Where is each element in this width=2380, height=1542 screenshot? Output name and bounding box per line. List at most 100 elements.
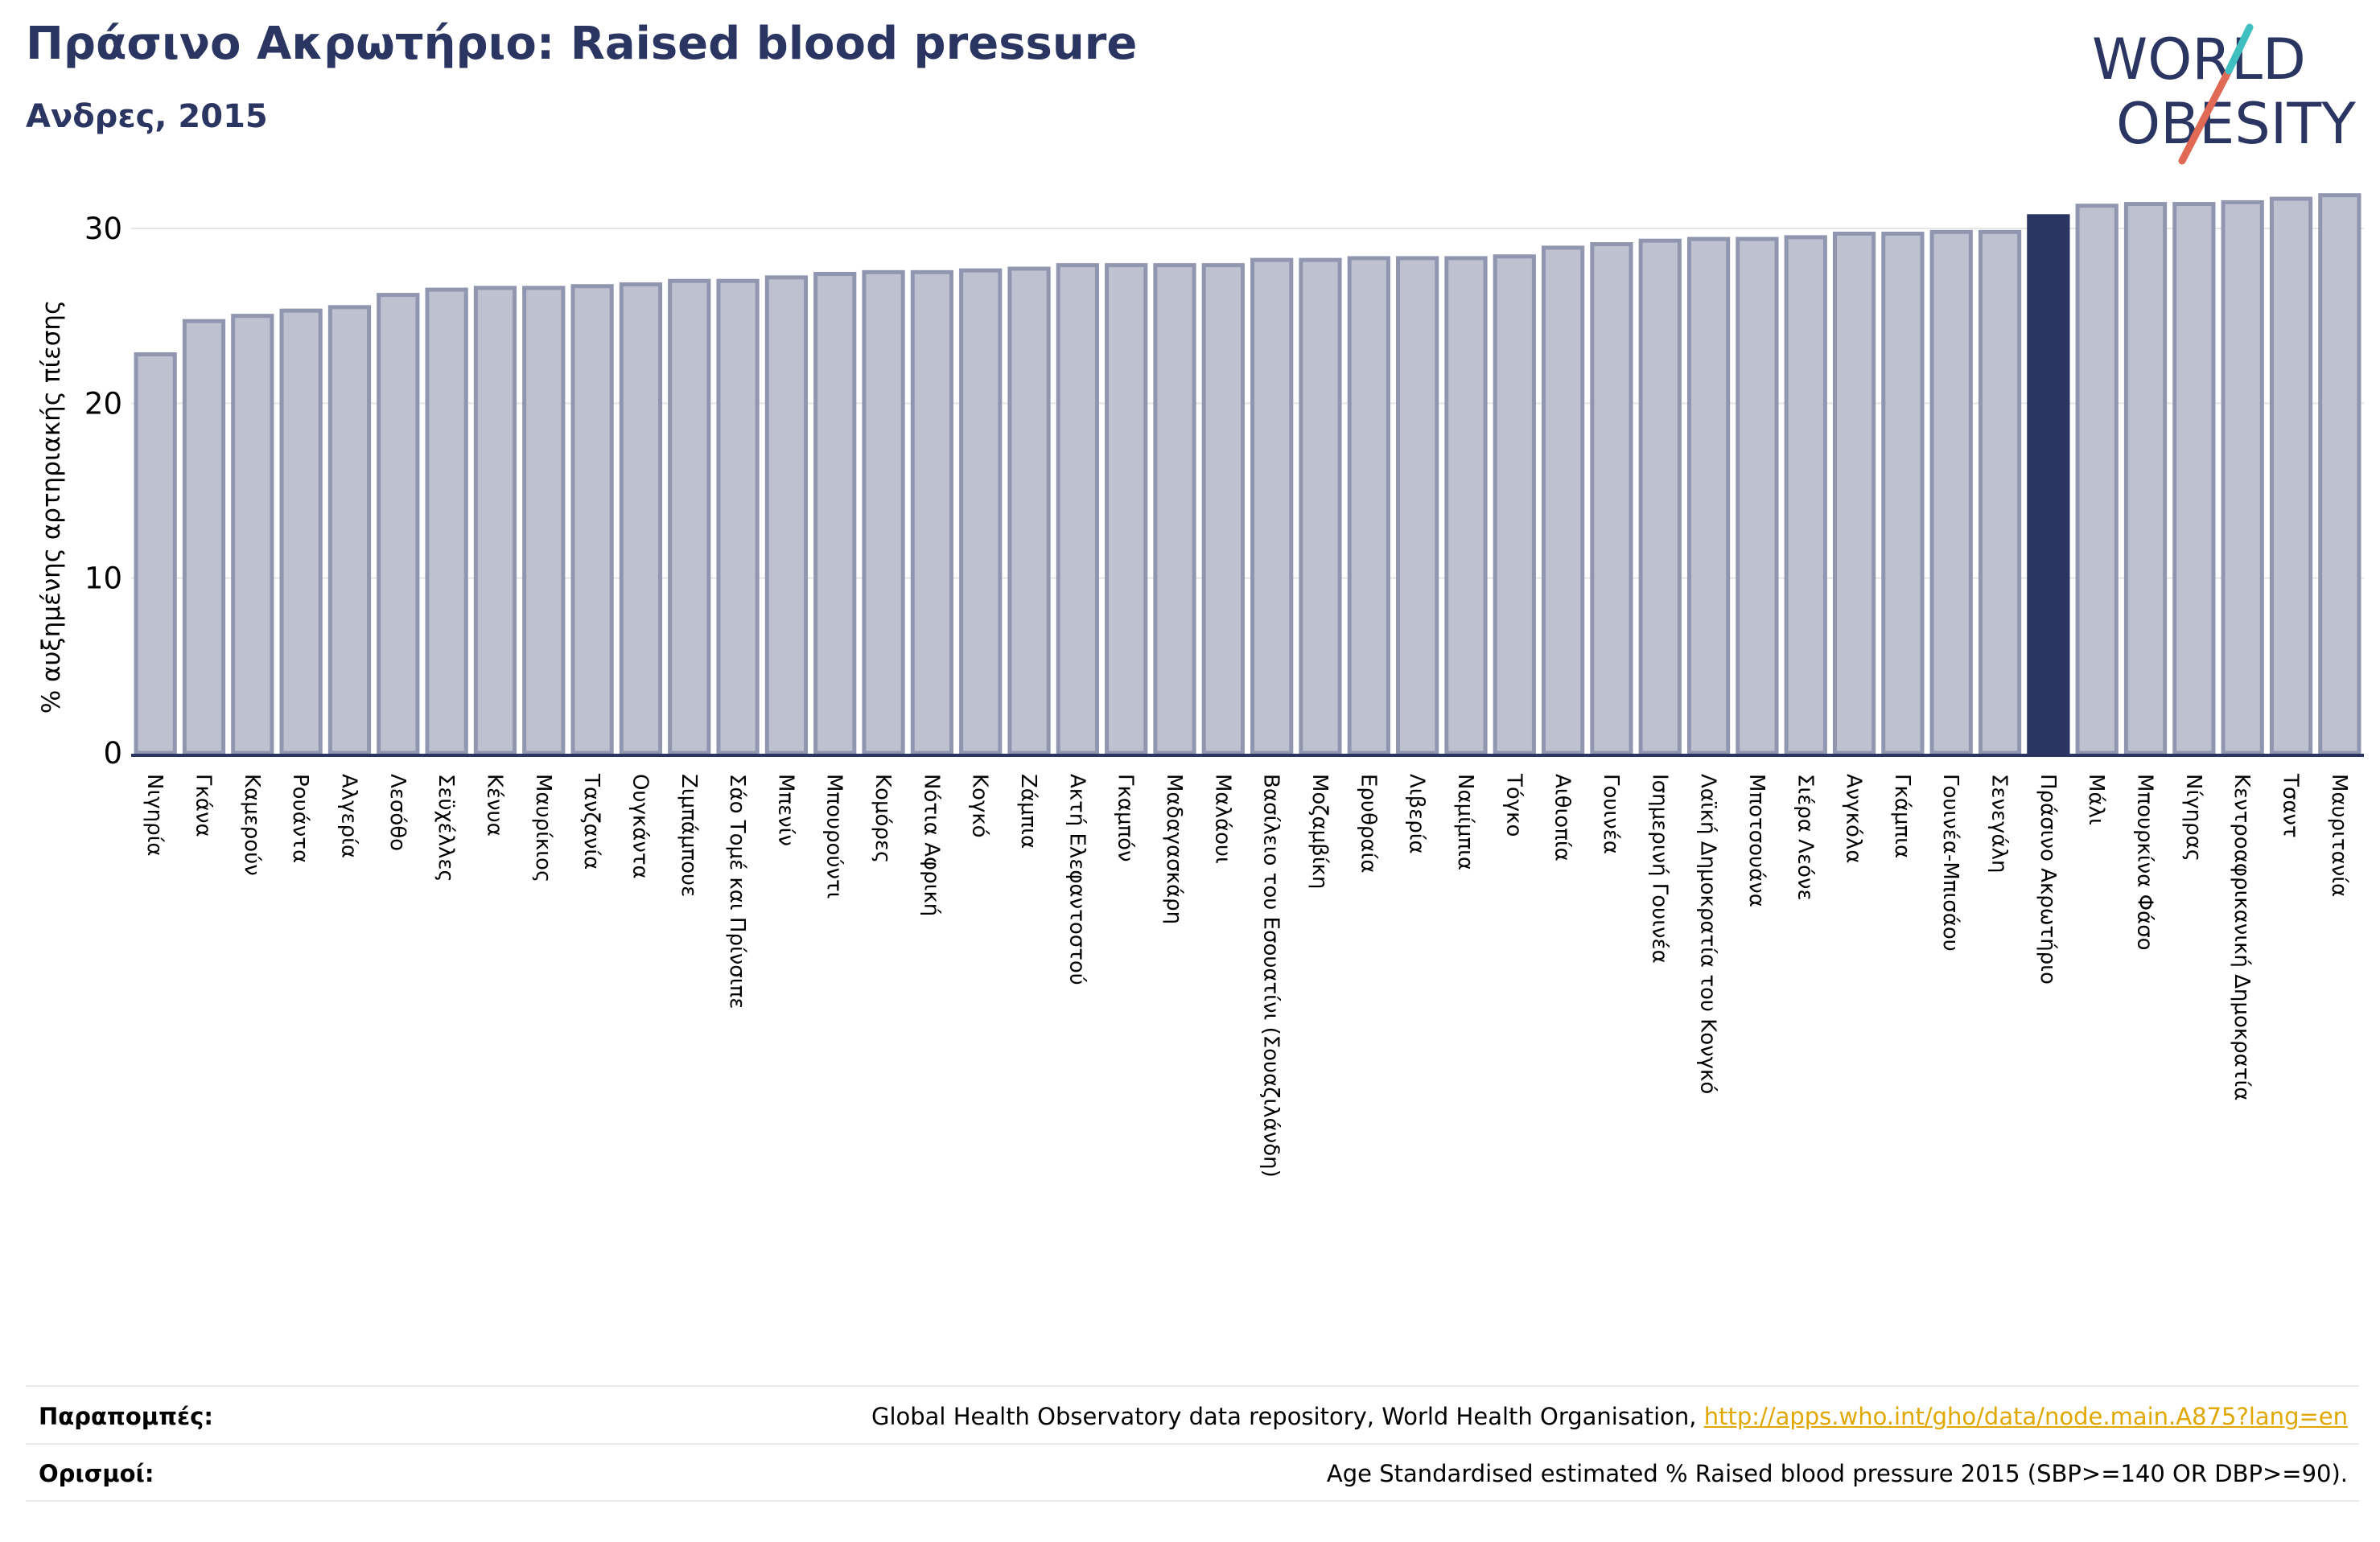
bar [1250,257,1294,755]
x-tick-label: Ναμίμπια [1453,774,1477,870]
y-tick-label: 10 [84,561,122,596]
x-tick-label: Βασίλειο του Εσουατίνι (Σουαζιλάνδη) [1259,774,1283,1178]
x-tick-label: Κογκό [968,774,992,838]
logo-slash-teal [2225,23,2254,75]
bar [1541,245,1585,755]
bar [1784,235,1827,755]
bar [1347,256,1390,755]
x-tick-label: Ισημερινή Γουινέα [1647,774,1671,964]
chart-title: Πράσινο Ακρωτήριο: Raised blood pressure [26,18,1138,70]
bar [1832,232,1876,755]
x-tick-label: Ζιμπάμπουε [677,774,701,897]
x-tick-label: Μαυριτανία [2327,774,2351,897]
x-tick-label: Μαλάουι [1210,774,1234,864]
x-tick-label: Ζάμπια [1016,774,1040,849]
bar [862,269,905,755]
bar [910,269,954,755]
x-tick-label: Κένυα [482,774,506,837]
bar [1056,263,1099,755]
bar [1444,256,1488,755]
references-text: Global Health Observatory data repositor… [871,1403,2348,1430]
bar [1929,229,1973,755]
x-tick-label: Σάο Τομέ και Πρίνσιπε [725,774,749,1009]
x-tick-label: Λαϊκή Δημοκρατία του Κονγκό [1696,774,1720,1094]
bar [1396,256,1439,755]
x-tick-label: Γουινέα [1599,774,1623,854]
bar [813,272,857,755]
bar [570,284,614,755]
bar [279,308,323,755]
y-tick-label: 20 [84,386,122,421]
definitions-text: Age Standardised estimated % Raised bloo… [1326,1460,2348,1487]
bar [2172,202,2216,755]
x-tick-label: Τανζανία [579,773,603,870]
bar [425,287,468,755]
x-tick-label: Κομόρες [871,774,895,863]
x-tick-label: Νίγηρας [2181,774,2205,861]
x-tick-label: Ανγκόλα [1842,774,1866,863]
bar-chart: 0 10 20 30 % αυξημένης αρτηριακής πίεσης Νιγη… [37,193,2364,1178]
bar [2123,202,2168,755]
x-tick-label: Γκάμπια [1890,774,1914,858]
bar [182,319,226,755]
bar [377,293,420,755]
bar [1638,238,1682,755]
x-tick-label: Ερυθραία [1356,774,1380,873]
bar [2221,199,2264,755]
bar [1201,263,1245,755]
logo-line2: OBESITY [2116,91,2356,157]
x-tick-label: Μπουρκίνα Φάσο [2133,774,2157,951]
x-tick-label: Μαυρίκιος [531,774,555,882]
bar [619,282,663,755]
x-tick-label: Γουινέα-Μπισάου [1938,774,1962,952]
y-tick-label: 0 [103,736,122,771]
y-axis-label: % αυξημένης αρτηριακής πίεσης [37,300,66,714]
footer-divider-top [26,1385,2359,1387]
bar [134,352,177,755]
x-tick-label: Ρουάντα [288,774,312,863]
world-obesity-logo[interactable]: WORLD OBESITY [2092,23,2366,167]
bar [764,275,809,755]
bar [1299,257,1342,755]
y-tick-label: 30 [84,212,122,246]
x-tick-label: Γκαμπόν [1114,774,1138,862]
bar [1978,229,2022,755]
bar [473,286,517,755]
x-tick-label: Ακτή Ελεφαντοστού [1064,774,1089,985]
x-tick-label: Καμερούν [240,774,264,876]
logo-slash-red [2178,67,2233,165]
x-tick-label: Μοζαμβίκη [1307,774,1332,889]
bar [2075,204,2119,755]
bar [2269,196,2313,755]
bar-highlighted [2027,214,2070,755]
footer-divider-mid [26,1443,2359,1445]
bar [1493,254,1536,755]
chart-subtitle: Ανδρες, 2015 [26,98,268,135]
x-tick-label: Νότια Αφρική [919,774,943,916]
bar [1007,266,1051,755]
x-tick-label: Λεσόθο [385,774,410,851]
x-tick-label: Μπουρούντι [822,774,846,898]
x-tick-label: Σιέρα Λεόνε [1793,774,1817,901]
x-tick-label: Νιγηρία [142,774,167,857]
references-source: Global Health Observatory data repositor… [871,1403,1704,1430]
bar [1105,263,1148,755]
x-tick-label: Μποτσουάνα [1744,774,1769,907]
bar [1686,236,1731,755]
footer-divider-bottom [26,1500,2359,1502]
x-tick-label: Μαδαγασκάρη [1162,774,1186,924]
x-tick-label: Ουγκάντα [628,774,652,879]
x-tick-label: Τόγκο [1501,773,1526,837]
x-tick-label: Τσαντ [2279,773,2303,838]
x-tick-label: Κεντροαφρικανική Δημοκρατία [2230,774,2254,1100]
references-link[interactable]: http://apps.who.int/gho/data/node.main.A… [1703,1403,2348,1430]
bar [522,286,566,755]
x-tick-label: Αιθιοπία [1550,774,1575,861]
bar [1881,232,1925,755]
x-tick-label: Μπενίν [773,774,797,846]
definitions-label: Ορισμοί: [39,1460,154,1487]
bar [959,268,1003,755]
logo-line1: WORLD [2092,27,2306,93]
bar [231,314,274,755]
bar [327,305,372,755]
